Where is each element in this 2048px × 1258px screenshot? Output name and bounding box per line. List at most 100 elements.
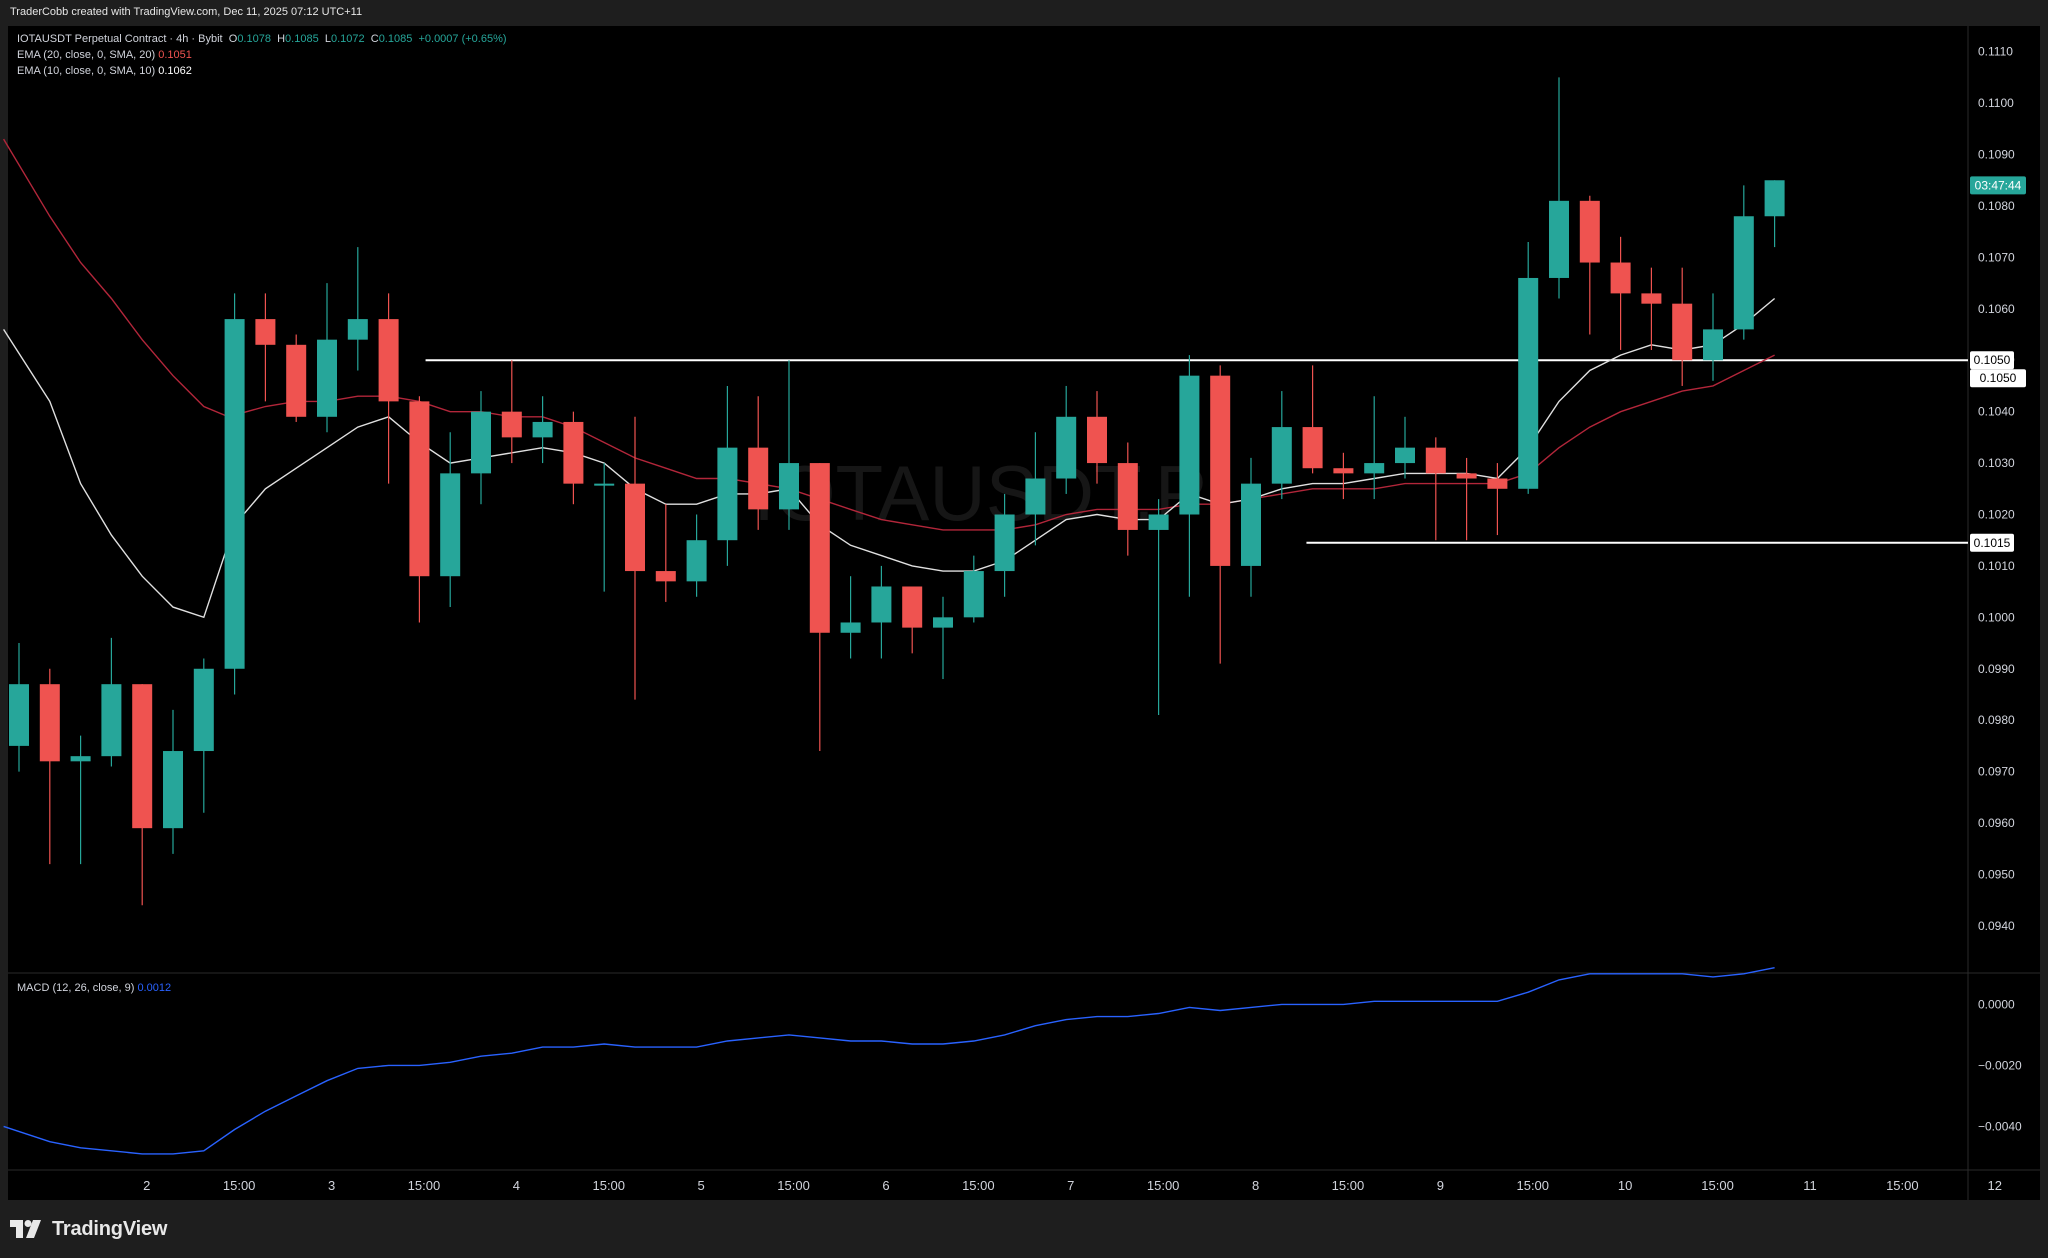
macd-pane (3, 967, 1775, 1155)
macd-tick-label: −0.0020 (1978, 1058, 2022, 1072)
time-tick-label: 6 (882, 1178, 889, 1193)
candle (101, 637, 122, 767)
open-value: 0.1078 (237, 33, 271, 45)
candle-body (809, 463, 830, 633)
candles-group (9, 77, 1785, 906)
candle-body (1641, 293, 1662, 304)
ema20-legend[interactable]: EMA (20, close, 0, SMA, 20) 0.1051 (17, 49, 192, 61)
candle (1703, 293, 1723, 381)
candle (1333, 452, 1354, 500)
price-tick-label: 0.0940 (1978, 919, 2015, 933)
high-value: 0.1085 (285, 33, 319, 45)
candle-body (101, 684, 122, 757)
time-tick-label: 2 (143, 1178, 150, 1193)
candle-body (255, 319, 276, 345)
change-value: +0.0007 (+0.65%) (418, 33, 507, 45)
open-label: O (228, 33, 238, 45)
candle-body (132, 684, 153, 829)
footer-bar (0, 1200, 2048, 1258)
axis-price-tag-label: 0.1050 (1980, 371, 2017, 385)
time-tick-label: 15:00 (962, 1178, 995, 1193)
candle (1456, 457, 1477, 541)
candle (317, 283, 337, 433)
candle (655, 504, 676, 602)
candle-body (1241, 483, 1261, 566)
axis-price-tag-label: 03:47:44 (1975, 178, 2022, 192)
price-tick-label: 0.1100 (1978, 96, 2014, 110)
time-tick-label: 5 (698, 1178, 705, 1193)
candle (840, 576, 861, 659)
candle-body (717, 447, 738, 541)
price-tick-label: 0.1090 (1978, 148, 2015, 162)
candle (1610, 236, 1631, 350)
candle-body (1425, 447, 1446, 474)
time-tick-label: 7 (1067, 1178, 1074, 1193)
candle-body (1117, 463, 1138, 530)
price-tick-label: 0.0980 (1978, 713, 2015, 727)
ema10-legend[interactable]: EMA (10, close, 0, SMA, 10) 0.1062 (17, 65, 192, 77)
candle (1641, 267, 1662, 350)
candle-body (840, 622, 861, 633)
macd-legend[interactable]: MACD (12, 26, close, 9) 0.0012 (17, 982, 171, 994)
price-tick-label: 0.1110 (1978, 45, 2013, 59)
candle-body (317, 339, 337, 417)
candle (1518, 241, 1539, 494)
candle (1210, 365, 1231, 664)
candle-body (440, 473, 461, 577)
candle-body (933, 617, 953, 628)
time-axis[interactable]: 2 15:00 3 15:00 4 15:00 5 15:00 6 15:00 7 15:00 8 15:… (143, 1178, 2002, 1193)
ema20-value: 0.1051 (158, 49, 192, 61)
high-label: H (277, 33, 286, 45)
candle-body (1518, 277, 1539, 489)
chart-background (8, 26, 2040, 1200)
time-tick-label: 15:00 (1701, 1178, 1734, 1193)
candle (1425, 437, 1446, 541)
candle (1579, 195, 1600, 335)
tradingview-logo-text: TradingView (52, 1217, 168, 1240)
candle-body (994, 514, 1015, 572)
close-label: C (370, 33, 379, 45)
candle-body (1148, 514, 1169, 530)
candle (871, 565, 892, 659)
price-axis[interactable]: 0.1110 0.1100 0.1090 0.1080 0.1070 0.1060 0.10… (8, 26, 2040, 1200)
candle (625, 416, 645, 700)
symbol-legend[interactable]: IOTAUSDT Perpetual Contract · 4h · Bybit… (17, 33, 507, 45)
candle (563, 411, 584, 505)
candle (224, 293, 245, 695)
candle-body (871, 586, 892, 623)
candle-body (1395, 447, 1415, 464)
candle-body (1610, 262, 1631, 294)
ema10-label: EMA (10, close, 0, SMA, 10) (17, 65, 156, 77)
low-value: 0.1072 (330, 33, 365, 45)
candle-body (1056, 416, 1077, 479)
candle (378, 293, 399, 484)
price-tick-label: 0.0960 (1978, 816, 2015, 830)
candle-body (1672, 303, 1693, 361)
candle-body (1333, 468, 1354, 474)
candle (163, 709, 183, 854)
candle (501, 360, 522, 464)
candle-body (1487, 478, 1508, 489)
candle (193, 658, 214, 813)
macd-tick-label: 0.0000 (1978, 997, 2015, 1011)
candle-body (563, 421, 584, 484)
candle (717, 385, 738, 566)
candle (1025, 432, 1046, 546)
horizontal-levels[interactable]: 0.1050 0.1015 (425, 351, 2014, 552)
candle-body (1579, 200, 1600, 263)
time-tick-label: 15:00 (1516, 1178, 1549, 1193)
candle (933, 596, 953, 680)
tradingview-logo-icon (10, 1220, 41, 1238)
ema10-line-group (3, 297, 1776, 619)
price-tick-label: 0.0990 (1978, 662, 2015, 676)
candle (1395, 416, 1415, 479)
macd-label: MACD (12, 26, close, 9) (17, 982, 135, 994)
candle-body (686, 540, 707, 582)
time-tick-label: 15:00 (223, 1178, 256, 1193)
candle (286, 334, 307, 422)
tradingview-logo[interactable]: TradingView (10, 1216, 167, 1242)
time-tick-label: 15:00 (592, 1178, 625, 1193)
candle-body (1703, 329, 1723, 361)
time-tick-label: 11 (1803, 1178, 1817, 1193)
